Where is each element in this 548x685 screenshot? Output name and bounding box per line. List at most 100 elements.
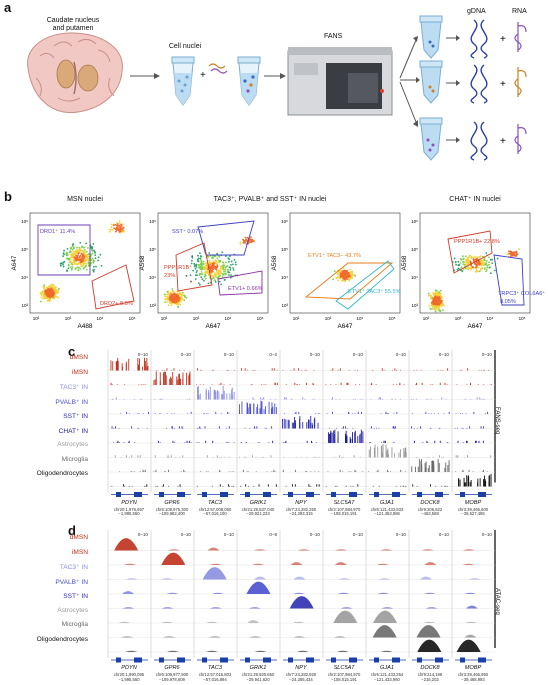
- event-dot: [195, 271, 198, 274]
- track-label: Microglia: [61, 621, 88, 628]
- signal-cell: [252, 397, 276, 400]
- event-dot: [204, 268, 207, 271]
- event-dot: [80, 253, 83, 255]
- event-dot: [513, 251, 515, 254]
- event-dot: [87, 247, 89, 249]
- event-dot: [82, 255, 85, 258]
- signal-cell: [154, 411, 192, 414]
- event-dot: [252, 240, 255, 243]
- scale-label: 0–10: [138, 352, 149, 357]
- event-dot: [199, 267, 202, 269]
- event-dot: [439, 310, 442, 313]
- event-dot: [200, 262, 203, 265]
- svg-text:+: +: [500, 79, 506, 90]
- event-dot: [189, 274, 192, 277]
- event-dot: [71, 248, 74, 251]
- event-dot: [474, 263, 477, 265]
- event-dot: [91, 247, 93, 250]
- gate-label: ETV1+ 0.66%: [228, 286, 263, 292]
- event-dot: [92, 270, 95, 273]
- event-dot: [48, 298, 51, 301]
- event-dot: [229, 269, 232, 271]
- event-dot: [484, 263, 486, 266]
- signal-cell: [338, 578, 351, 580]
- signal-cell: [111, 426, 148, 429]
- gene-exon: [478, 657, 486, 663]
- event-dot: [208, 260, 211, 263]
- event-dot: [472, 266, 474, 269]
- gene-exon: [306, 657, 314, 663]
- atac-seq-tracks: 0–10 0–10 0–10 0–8 0–10 0–10 0–10 0–10 0–10: [107, 530, 496, 663]
- event-dot: [78, 246, 81, 249]
- event-dot: [463, 263, 466, 266]
- event-dot: [213, 255, 216, 258]
- gene-exon: [331, 492, 336, 497]
- event-dot: [97, 259, 99, 262]
- event-dot: [432, 301, 435, 304]
- gate-label: ETV1⁺ TAC3− 43.7%: [308, 252, 361, 259]
- gene-exon: [116, 657, 121, 663]
- event-dot: [173, 297, 175, 299]
- event-dot: [203, 279, 205, 282]
- signal-cell: [161, 607, 174, 609]
- signal-cell: [282, 368, 315, 371]
- signal-cell: [196, 440, 235, 443]
- event-dot: [204, 277, 207, 280]
- signal-cell: [249, 636, 262, 638]
- event-dot: [431, 308, 433, 310]
- event-dot: [47, 288, 50, 291]
- event-dot: [434, 295, 436, 298]
- signal-cell: [153, 469, 186, 472]
- signal-cell: [411, 397, 447, 400]
- track-label: Astrocytes: [57, 441, 88, 448]
- signal-cell: [412, 484, 448, 487]
- event-dot: [226, 264, 229, 267]
- scale-label: 0–2: [269, 352, 277, 357]
- track-label: dMSN: [69, 354, 88, 361]
- event-dot: [489, 266, 491, 269]
- fans-instrument: [287, 47, 393, 116]
- event-dot: [40, 292, 42, 295]
- event-dot: [47, 292, 49, 295]
- event-dot: [242, 241, 245, 244]
- signal-cell: [248, 607, 261, 609]
- event-dot: [228, 274, 230, 276]
- event-dot: [73, 253, 76, 256]
- y-axis-label: A568: [271, 255, 278, 270]
- signal-cell: [369, 440, 395, 443]
- y-tick-label: 10⁴: [281, 275, 288, 280]
- signal-cell: [335, 549, 348, 551]
- gate-label: SST⁺ 0.07%: [172, 228, 203, 235]
- gate-label-2: 0.05%: [500, 299, 516, 305]
- event-dot: [215, 271, 218, 273]
- event-dot: [436, 291, 439, 294]
- event-dot: [232, 263, 234, 266]
- event-dot: [459, 262, 462, 264]
- signal-cell: [292, 621, 305, 623]
- event-dot: [440, 289, 442, 292]
- event-dot: [214, 267, 216, 270]
- event-dot: [111, 229, 114, 231]
- event-dot: [482, 264, 485, 267]
- event-dot: [94, 257, 97, 259]
- scale-label: 0–10: [310, 532, 321, 537]
- event-dot: [114, 230, 117, 233]
- event-dot: [43, 284, 46, 287]
- scale-label: 0–10: [224, 352, 235, 357]
- signal-cell: [297, 549, 310, 551]
- event-dot: [457, 260, 460, 263]
- event-dot: [478, 270, 481, 273]
- event-dot: [483, 257, 486, 260]
- signal-cell: [425, 607, 438, 609]
- event-dot: [114, 223, 117, 226]
- event-dot: [199, 252, 201, 254]
- signal-cell: [380, 411, 398, 414]
- event-dot: [222, 267, 224, 269]
- event-dot: [477, 266, 480, 269]
- event-dot: [475, 263, 478, 266]
- event-dot: [42, 292, 44, 295]
- event-dot: [456, 268, 459, 271]
- event-dot: [216, 252, 218, 255]
- gene-coordinates: chr6:121,433,254 −121,433,960: [370, 672, 404, 682]
- event-dot: [468, 267, 471, 269]
